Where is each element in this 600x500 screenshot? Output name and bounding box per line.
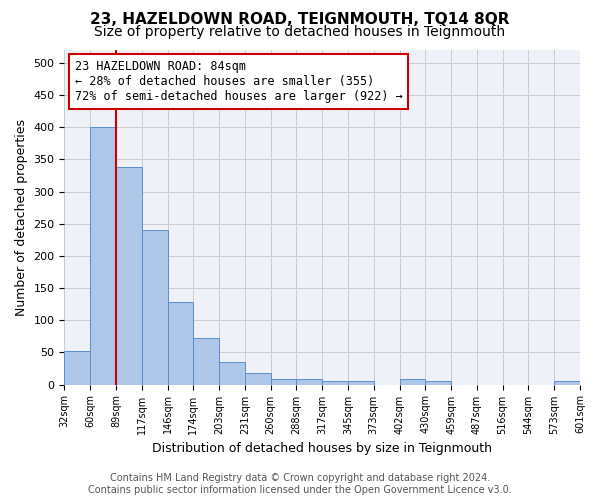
Bar	[142, 230, 167, 384]
Bar	[296, 380, 322, 384]
Bar	[271, 380, 296, 384]
Bar	[322, 382, 348, 384]
Y-axis label: Number of detached properties: Number of detached properties	[15, 119, 28, 316]
Bar	[219, 362, 245, 384]
Bar	[64, 351, 90, 384]
Bar	[167, 302, 193, 384]
Bar	[245, 373, 271, 384]
Text: 23 HAZELDOWN ROAD: 84sqm
← 28% of detached houses are smaller (355)
72% of semi-: 23 HAZELDOWN ROAD: 84sqm ← 28% of detach…	[75, 60, 403, 103]
Bar	[554, 382, 580, 384]
Text: Size of property relative to detached houses in Teignmouth: Size of property relative to detached ho…	[94, 25, 506, 39]
Bar	[400, 380, 425, 384]
Bar	[90, 127, 116, 384]
Text: Contains HM Land Registry data © Crown copyright and database right 2024.
Contai: Contains HM Land Registry data © Crown c…	[88, 474, 512, 495]
Bar	[425, 382, 451, 384]
Bar	[193, 338, 219, 384]
X-axis label: Distribution of detached houses by size in Teignmouth: Distribution of detached houses by size …	[152, 442, 492, 455]
Text: 23, HAZELDOWN ROAD, TEIGNMOUTH, TQ14 8QR: 23, HAZELDOWN ROAD, TEIGNMOUTH, TQ14 8QR	[90, 12, 510, 28]
Bar	[116, 167, 142, 384]
Bar	[348, 382, 374, 384]
